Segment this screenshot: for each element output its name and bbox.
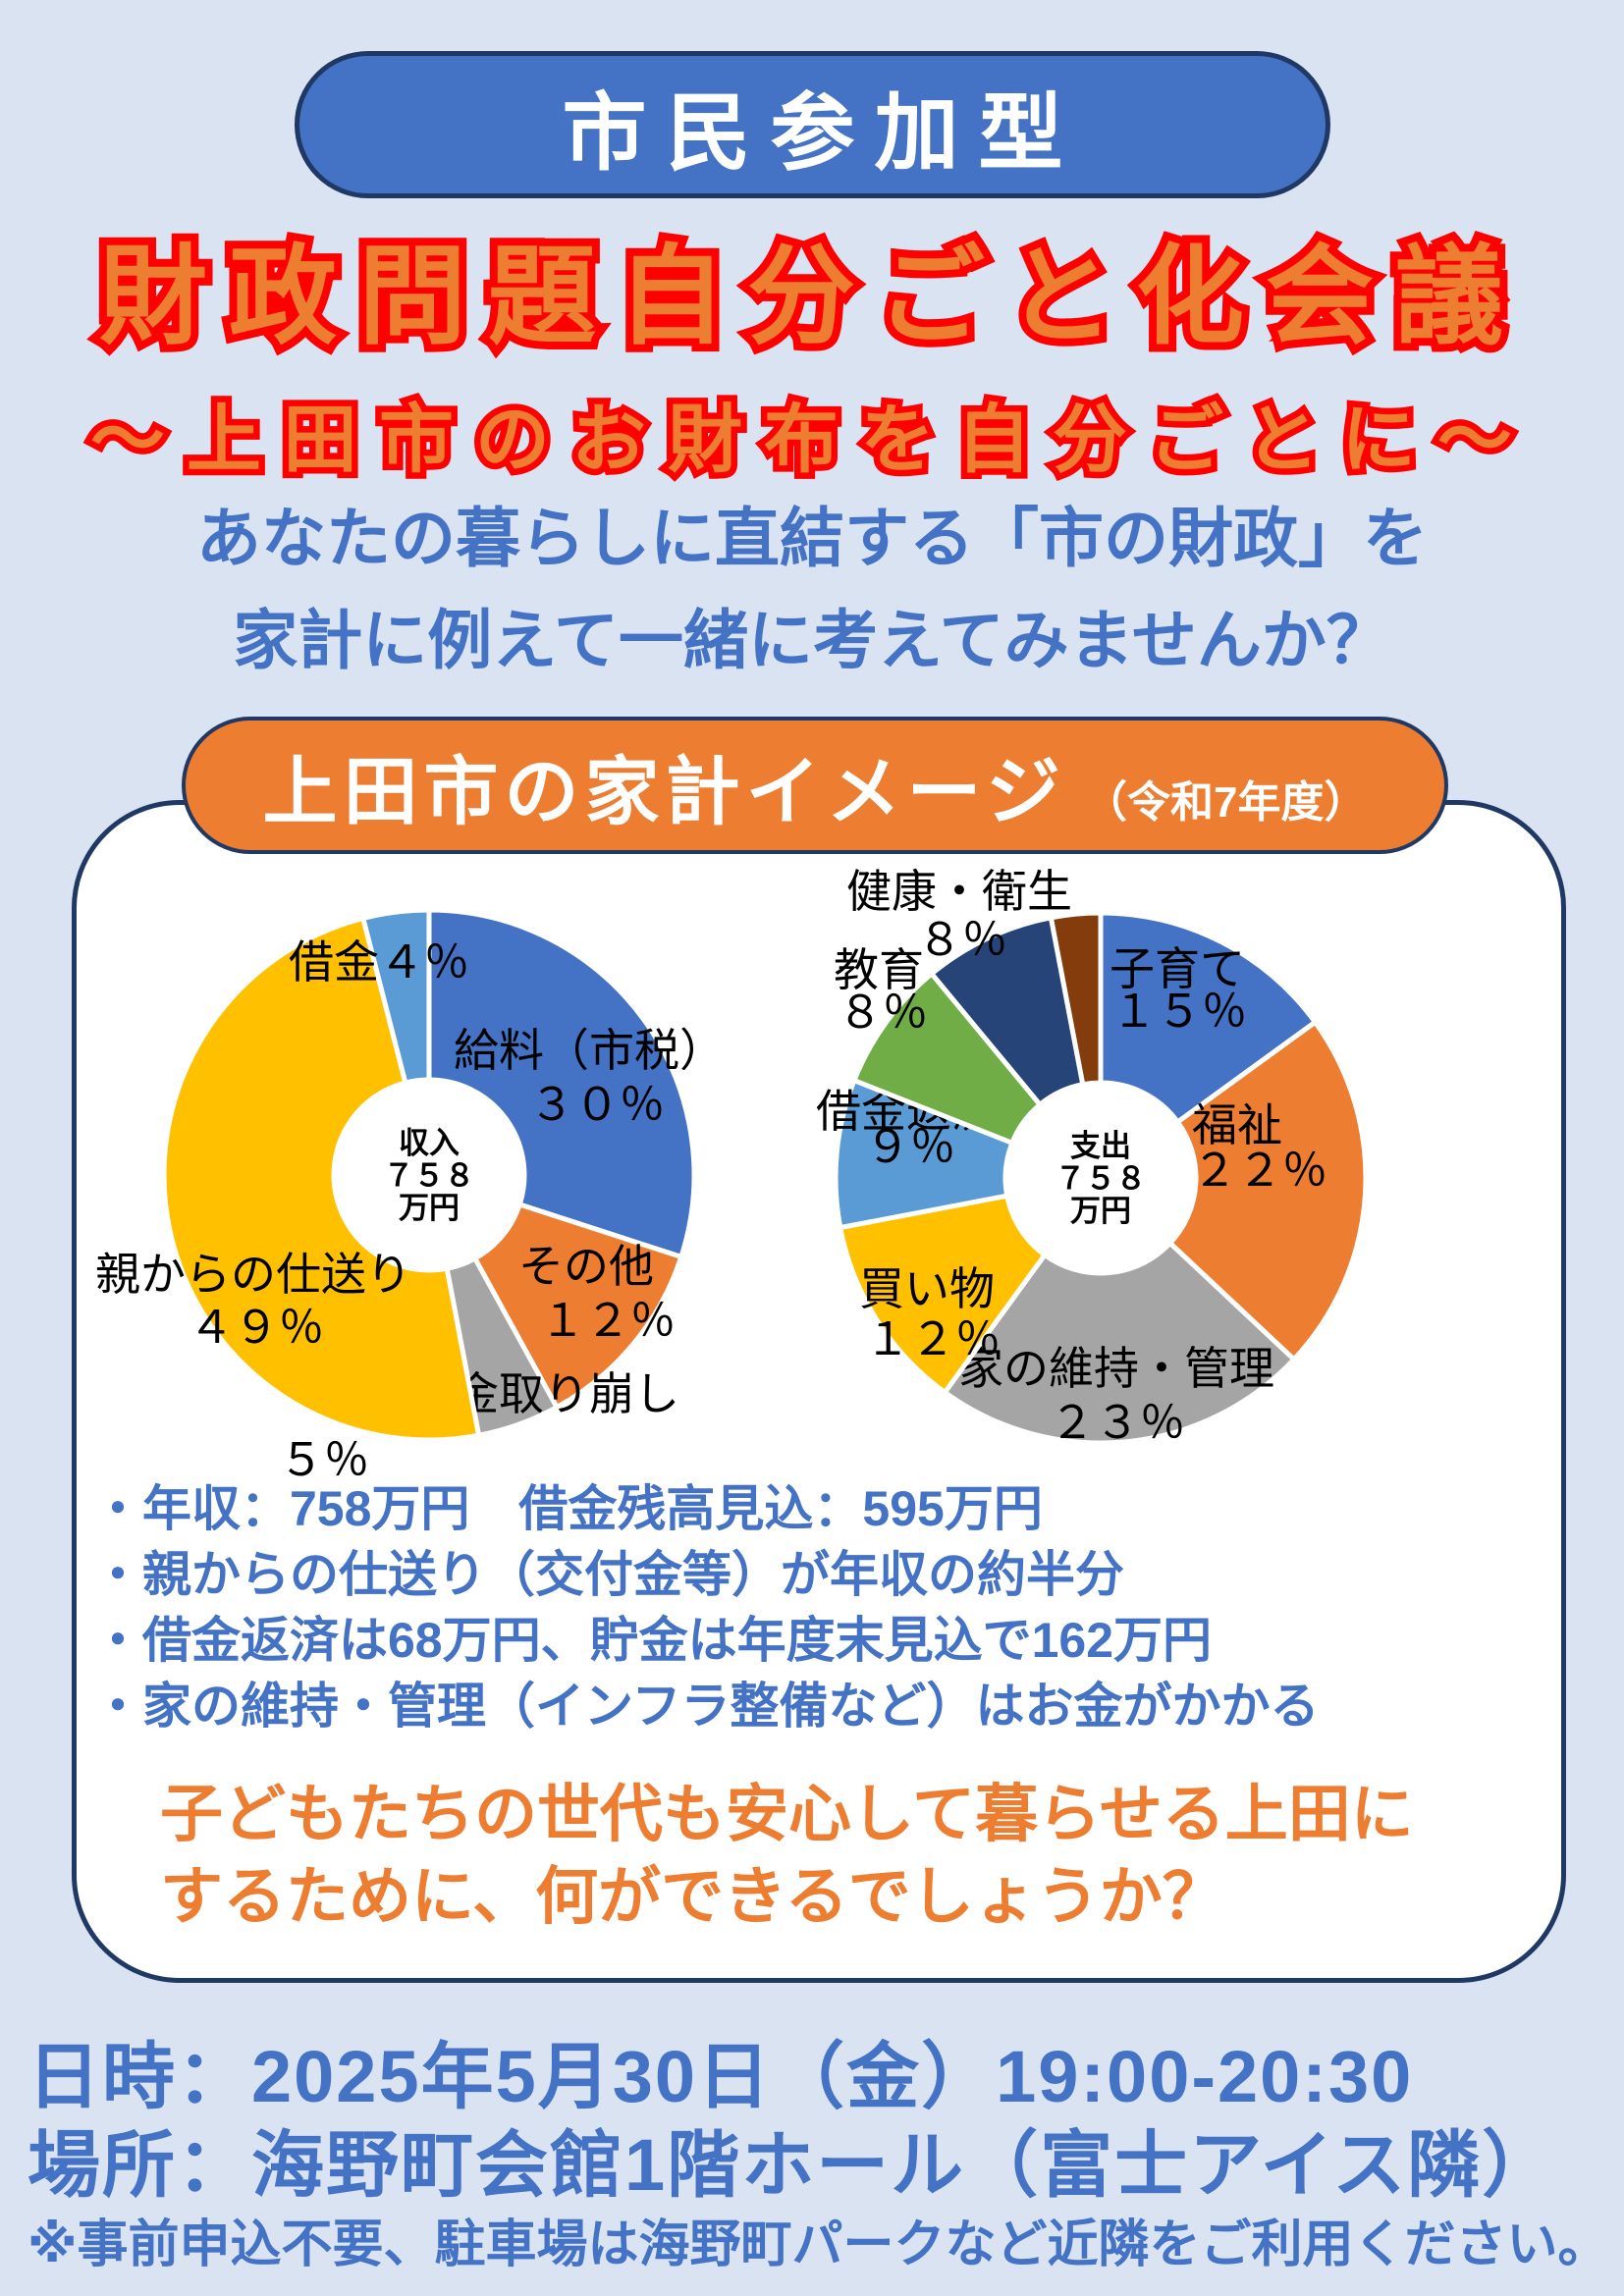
- income-donut-chart: 給料（市税）３０％その他１２％貯金取り崩し５％親からの仕送り４９％借金４％収入７…: [95, 907, 725, 1485]
- pie-slice-借金返済: [833, 1078, 1015, 1231]
- key-fact-3: ・借金返済は68万円、貯金は年度末見込で162万円: [93, 1613, 1213, 1668]
- panel-header-note: （令和7年度）: [1084, 778, 1368, 827]
- pie-slice-label: その他: [518, 1241, 654, 1292]
- pie-slice-label: 親からの仕送り: [95, 1249, 411, 1300]
- pie-slice-子育て: [1098, 910, 1318, 1125]
- pie-slice-label: 家の維持・管理: [958, 1343, 1274, 1394]
- pie-slice-買い物: [838, 1193, 1048, 1395]
- main-title: 財政問題自分ごと化会議: [0, 208, 1624, 365]
- pie-center-label: 万円: [1070, 1194, 1131, 1228]
- banner-pill: 市民参加型: [295, 51, 1330, 198]
- banner-label: 市民参加型: [562, 85, 1083, 181]
- pie-slice-label: ４９％: [189, 1302, 324, 1353]
- pie-slice-label: ２２％: [1192, 1145, 1327, 1196]
- event-note: ※事前申込不要、駐車場は海野町パークなど近隣をご利用ください。: [27, 2216, 1609, 2273]
- pie-slice-label: 健康・衛生: [846, 866, 1072, 917]
- pie-slice-label: 給料（市税）: [454, 1025, 725, 1076]
- panel-header-title: 上田市の家計イメージ: [262, 751, 1066, 834]
- sub-title-text: ～上田市のお財布を自分ごとに～: [90, 379, 1534, 487]
- pie-slice-label: １２％: [540, 1295, 676, 1346]
- key-fact-2: ・親からの仕送り（交付金等）が年収の約半分: [93, 1547, 1124, 1602]
- pie-slice-給料（市税）: [426, 907, 697, 1259]
- intro-line-1: あなたの暮らしに直結する「市の財政」を: [196, 502, 1428, 574]
- pie-center-label: ７５８: [1056, 1161, 1147, 1196]
- pie-slice-label: ３０％: [529, 1079, 665, 1130]
- question-paragraph: 子どもたちの世代も安心して暮らせる上田に するために、何ができるでしょうか？: [160, 1773, 1505, 1938]
- expense-donut-chart: 子育て１５％福祉２２％家の維持・管理２３％買い物１２％借金返済９％教育８％健康・…: [816, 866, 1369, 1448]
- pie-slice-家の維持・管理: [942, 1240, 1297, 1446]
- event-place: 場所：海野町会館1階ホール（富士アイス隣）: [27, 2124, 1557, 2206]
- sub-title: ～上田市のお財布を自分ごとに～: [0, 379, 1624, 487]
- pie-slice-label: １２％: [865, 1313, 1001, 1364]
- pie-slice-label: 買い物: [859, 1263, 995, 1314]
- pie-center-label: 支出: [1070, 1129, 1131, 1163]
- event-datetime: 日時：2025年5月30日（金）19:00-20:30: [27, 2036, 1414, 2117]
- pie-center-label: 万円: [399, 1191, 460, 1225]
- pie-slice-label: ５％: [279, 1434, 369, 1485]
- pie-slice-label: 福祉: [1192, 1099, 1282, 1150]
- question-line-1: 子どもたちの世代も安心して暮らせる上田に: [160, 1779, 1414, 1849]
- pie-slice-label: １５％: [1111, 986, 1247, 1037]
- pie-slice-label: ９％: [865, 1121, 955, 1172]
- question-line-2: するために、何ができるでしょうか？: [160, 1861, 1225, 1932]
- key-fact-1: ・年収：758万円 借金残高見込：595万円: [93, 1481, 1043, 1536]
- pie-slice-福祉: [1167, 1019, 1369, 1362]
- key-fact-4: ・家の維持・管理（インフラ整備など）はお金がかかる: [93, 1679, 1320, 1734]
- key-facts-list: ・年収：758万円 借金残高見込：595万円 ・親からの仕送り（交付金等）が年収…: [93, 1476, 1507, 1739]
- intro-line-2: 家計に例えて一緒に考えてみませんか？: [233, 604, 1391, 676]
- pie-slice-label: 借金４％: [289, 936, 469, 988]
- pie-slice-借金: [360, 907, 432, 1086]
- pie-center-label: 収入: [399, 1126, 460, 1160]
- pie-slice-label: 子育て: [1110, 943, 1245, 994]
- pie-center-label: ７５８: [384, 1158, 475, 1193]
- intro-paragraph: あなたの暮らしに直結する「市の財政」を 家計に例えて一緒に考えてみませんか？: [0, 487, 1624, 691]
- pie-slice-label: ２３％: [1050, 1397, 1185, 1448]
- main-title-text: 財政問題自分ごと化会議: [99, 208, 1525, 365]
- pie-slice-unlabeled: [1048, 910, 1104, 1088]
- pie-slice-その他: [472, 1201, 684, 1411]
- pie-slice-label: ８％: [917, 914, 1007, 965]
- pie-slice-label: 教育: [834, 944, 924, 995]
- pie-slice-親からの仕送り: [161, 915, 482, 1443]
- pie-slice-label: ８％: [838, 987, 928, 1038]
- panel-header-pill: 上田市の家計イメージ （令和7年度）: [182, 717, 1448, 854]
